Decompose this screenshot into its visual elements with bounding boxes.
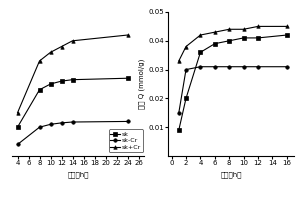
sk-Cr	[71, 121, 74, 123]
sk-Cr	[16, 143, 19, 146]
sk-Cr	[49, 123, 52, 126]
sk+Cr	[16, 112, 19, 114]
sk+Cr	[38, 60, 41, 62]
Line: sk+Cr: sk+Cr	[16, 33, 129, 115]
Y-axis label: 乙醛 Q (mmol/g): 乙醛 Q (mmol/g)	[139, 59, 145, 109]
Line: sk-Cr: sk-Cr	[16, 120, 129, 146]
sk	[38, 89, 41, 91]
sk+Cr	[126, 34, 129, 36]
X-axis label: 时间（h）: 时间（h）	[220, 172, 242, 178]
sk	[60, 80, 63, 82]
sk+Cr	[71, 40, 74, 42]
Line: sk: sk	[16, 77, 129, 129]
sk+Cr	[60, 45, 63, 48]
sk	[126, 77, 129, 79]
sk-Cr	[126, 120, 129, 123]
X-axis label: 时间（h）: 时间（h）	[67, 172, 89, 178]
sk	[16, 126, 19, 128]
sk-Cr	[60, 122, 63, 124]
sk-Cr	[38, 126, 41, 128]
Legend: sk, sk-Cr, sk+Cr: sk, sk-Cr, sk+Cr	[109, 129, 143, 152]
sk	[49, 83, 52, 85]
sk+Cr	[49, 51, 52, 54]
sk	[71, 78, 74, 81]
